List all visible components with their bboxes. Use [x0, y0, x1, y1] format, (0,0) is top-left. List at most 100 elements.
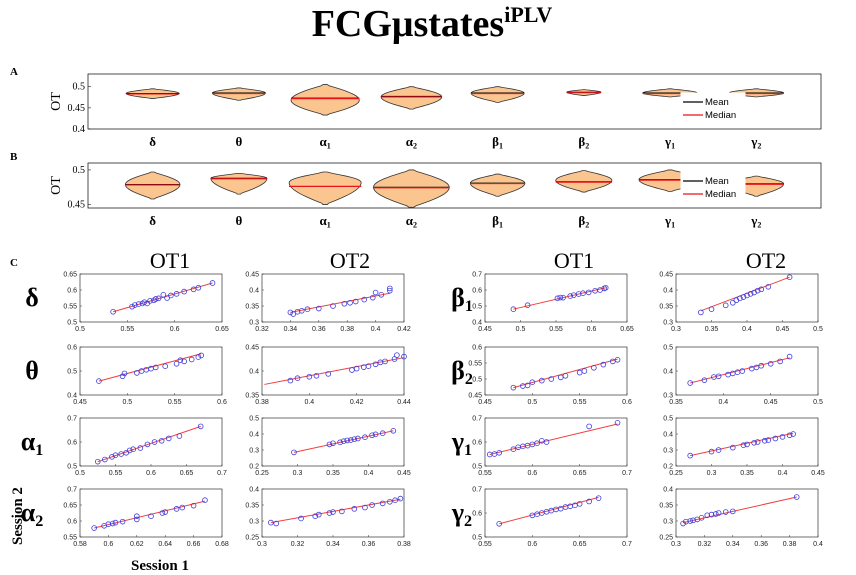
scatter-ytick-label: 0.5 [472, 304, 482, 311]
scatter-point [173, 506, 180, 512]
scatter-frame [79, 488, 223, 538]
scatter-point [94, 458, 101, 465]
scatter-point [793, 494, 800, 500]
scatter-point [372, 431, 379, 438]
scatter-xtick-label: 0.38 [397, 541, 411, 548]
scatter-ytick-label: 0.25 [245, 535, 259, 542]
scatter-xtick-label: 0.34 [284, 326, 298, 333]
column-title-ot1: OT1 [150, 248, 190, 273]
scatter-point [576, 369, 583, 376]
scatter-fit-line [264, 357, 405, 385]
scatter-xtick-label: 0.6 [527, 470, 537, 477]
scatter-point [567, 293, 573, 299]
scatter-point [209, 280, 216, 286]
scatter-point [576, 501, 583, 507]
scatter-ytick-label: 0.6 [67, 519, 77, 526]
scatter-point [152, 296, 159, 302]
scatter-ytick-label: 0.3 [249, 519, 259, 526]
scatter-point [129, 303, 135, 310]
scatter-point [151, 439, 158, 445]
panel-a-category-label: α1 [319, 134, 330, 151]
scatter-point [162, 363, 169, 370]
scatter-point [109, 454, 115, 460]
scatter-xtick-label: 0.35 [705, 326, 719, 333]
scatter-xtick-label: 0.36 [754, 541, 768, 548]
scatter-point [372, 361, 379, 368]
scatter-point [524, 302, 531, 309]
scatter-xtick-label: 0.45 [776, 326, 790, 333]
scatter-xtick-label: 0.4 [364, 470, 374, 477]
scatter-point [290, 311, 297, 317]
scatter-point [273, 520, 280, 527]
scatter-xtick-label: 0.65 [620, 326, 634, 333]
scatter-point [188, 356, 195, 363]
scatter-point [708, 306, 715, 313]
panel-b-legend [680, 171, 746, 203]
scatter-point [524, 382, 531, 389]
scatter-point [330, 509, 336, 515]
scatter-xtick-label: 0.65 [573, 541, 587, 548]
scatter-point [152, 364, 159, 371]
scatter-ytick-label: 0.35 [659, 503, 673, 510]
scatter-point [91, 525, 97, 531]
scatter-point [586, 423, 592, 430]
scatter-xtick-label: 0.55 [109, 470, 123, 477]
scatter-point [534, 440, 540, 447]
scatter-frame [261, 488, 405, 538]
scatter-point [173, 360, 180, 367]
scatter-point [580, 290, 586, 297]
scatter-xtick-label: 0.25 [669, 470, 683, 477]
scatter-point [591, 364, 597, 371]
scatter-point [137, 445, 144, 451]
scatter-ytick-label: 0.5 [67, 369, 77, 376]
scatter-point [595, 495, 602, 501]
scatter-frame [484, 417, 628, 467]
scatter-point [510, 384, 517, 391]
scatter-point [729, 508, 736, 515]
scatter-xtick-label: 0.6 [170, 326, 180, 333]
scatter-ytick-label: 0.3 [663, 519, 673, 526]
scatter-point [401, 353, 407, 360]
scatter-point [197, 423, 204, 430]
row-label: β1 [451, 283, 473, 315]
scatter-ytick-label: 0.6 [67, 440, 77, 447]
scatter-point [715, 447, 722, 453]
scatter-point [557, 505, 564, 512]
scatter-point [779, 434, 786, 440]
scatter-point [102, 456, 108, 463]
scatter-point [362, 504, 368, 511]
scatter-point [600, 361, 607, 368]
scatter-point [352, 298, 359, 305]
scatter-point [119, 518, 126, 525]
panel-b-category-label: β1 [492, 213, 503, 230]
scatter-ytick-label: 0.25 [659, 535, 673, 542]
panel-a-category-label: θ [236, 134, 243, 149]
scatter-xtick-label: 0.36 [312, 326, 326, 333]
scatter-ytick-label: 0.5 [67, 320, 77, 327]
scatter-point [339, 508, 345, 515]
scatter-point [190, 502, 197, 509]
scatter-frame [675, 488, 819, 538]
panel-label-c: C [10, 257, 18, 269]
scatter-xtick-label: 0.4 [718, 399, 728, 406]
scatter-ytick-label: 0.7 [67, 416, 77, 423]
scatter-xtick-label: 0.4 [813, 541, 823, 548]
panel-a-legend [680, 92, 746, 124]
session1-axis-label: Session 1 [131, 558, 189, 574]
scatter-point [729, 444, 736, 451]
scatter-point [326, 510, 333, 516]
scatter-point [268, 519, 274, 526]
scatter-ytick-label: 0.7 [67, 487, 77, 494]
scatter-point [287, 309, 294, 316]
scatter-point [298, 307, 305, 314]
scatter-ytick-label: 0.4 [663, 369, 673, 376]
scatter-point [386, 287, 393, 294]
scatter-point [701, 377, 708, 383]
scatter-point [397, 495, 404, 502]
scatter-frame [261, 273, 405, 323]
scatter-point [353, 365, 360, 372]
scatter-point [729, 299, 736, 306]
panel-b-category-label: α1 [319, 213, 330, 230]
scatter-point [155, 295, 162, 302]
scatter-point [722, 302, 729, 309]
